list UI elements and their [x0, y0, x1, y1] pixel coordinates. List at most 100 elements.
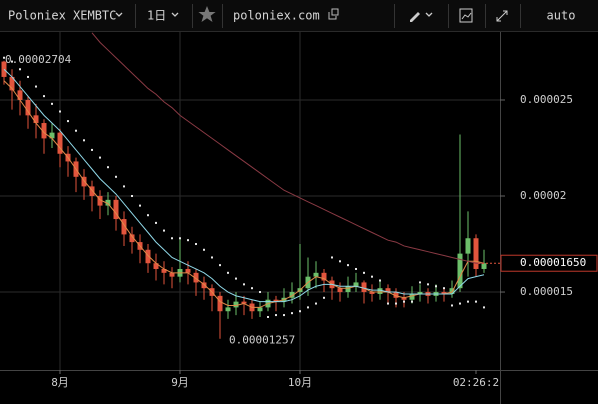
candle-body [393, 292, 399, 298]
candle-body [345, 286, 351, 293]
candle-body [441, 292, 447, 294]
dropdown-icon[interactable] [115, 12, 123, 17]
sar-dot [219, 264, 221, 267]
candle-body [9, 76, 15, 91]
sar-dot [275, 314, 277, 317]
y-tick-label: 0.00002 [520, 189, 566, 202]
sar-dot [163, 229, 165, 232]
candle-body [153, 263, 159, 269]
last-price-box [500, 254, 598, 272]
scale-mode[interactable]: auto [547, 9, 576, 23]
sar-dot [115, 175, 117, 178]
favorite-icon[interactable] [198, 6, 216, 22]
sar-dot [11, 60, 13, 63]
sar-dot [411, 300, 413, 303]
sar-dot [323, 296, 325, 299]
candle-body [289, 292, 295, 298]
sar-dot [403, 300, 405, 303]
candle-body [409, 293, 415, 300]
candle-body [41, 123, 47, 139]
sar-dot [195, 243, 197, 246]
candle-body [417, 292, 423, 294]
site-link[interactable]: poloniex.com [233, 9, 320, 23]
sar-dot [123, 185, 125, 188]
candle-body [313, 272, 319, 277]
sar-dot [419, 281, 421, 284]
sar-dot [435, 285, 437, 288]
sar-dot [147, 214, 149, 217]
dropdown-icon[interactable] [425, 12, 433, 17]
candle-body [169, 272, 175, 277]
x-tick-label: 8月 [51, 376, 69, 389]
last-price-label: 0.00001650 [520, 256, 586, 269]
candle-body [201, 282, 207, 289]
sar-dot [235, 277, 237, 280]
x-tick-label: 02:26:2 [453, 376, 499, 389]
sar-dot [307, 306, 309, 309]
candle-body [25, 99, 31, 116]
candle-body [481, 263, 487, 269]
y-tick-label: 0.000025 [520, 93, 573, 106]
indicator-icon[interactable] [459, 8, 473, 23]
candle-body [337, 288, 343, 293]
x-tick-label: 9月 [171, 376, 189, 389]
sar-dot [227, 271, 229, 274]
sar-dot [331, 256, 333, 259]
sar-dot [475, 300, 477, 303]
sar-dot [339, 260, 341, 263]
candle-body [217, 295, 223, 312]
moving-average [3, 80, 485, 308]
sar-dot [43, 95, 45, 98]
candle-body [401, 297, 407, 300]
sar-dot [19, 68, 21, 71]
sar-dot [427, 283, 429, 286]
candle-body [129, 234, 135, 243]
sar-dot [315, 302, 317, 305]
sar-dot [259, 291, 261, 294]
candle-body [113, 199, 119, 220]
external-link-icon[interactable] [328, 8, 339, 20]
sar-dot [291, 312, 293, 315]
candle-body [353, 282, 359, 287]
sar-dot [59, 110, 61, 113]
candle-body [17, 90, 23, 100]
sar-dot [451, 304, 453, 307]
sar-dot [459, 302, 461, 305]
x-tick-label: 10月 [288, 376, 312, 389]
candle-body [321, 272, 327, 281]
sar-dot [467, 300, 469, 303]
candle-body [185, 268, 191, 273]
sar-dot [83, 139, 85, 142]
sar-dot [67, 120, 69, 123]
candle-body [369, 292, 375, 294]
low-label: 0.00001257 [229, 334, 295, 347]
candle-body [273, 299, 279, 302]
sar-dot [131, 195, 133, 198]
sar-dot [395, 302, 397, 305]
sar-dot [347, 264, 349, 267]
sar-dot [283, 314, 285, 317]
fullscreen-icon[interactable] [496, 10, 508, 22]
candle-body [225, 307, 231, 312]
candle-body [33, 115, 39, 124]
candle-body [145, 249, 151, 264]
sar-dot [379, 279, 381, 282]
draw-icon[interactable] [410, 12, 420, 22]
sar-dot [251, 287, 253, 290]
dropdown-icon[interactable] [171, 12, 179, 17]
candle-body [193, 272, 199, 283]
sar-dot [91, 148, 93, 151]
candle-body [105, 199, 111, 206]
candle-body [473, 238, 479, 269]
symbol[interactable]: Poloniex XEMBTC [8, 9, 116, 23]
candle-body [57, 132, 63, 154]
candle-body [1, 61, 7, 77]
sar-dot [299, 310, 301, 313]
interval[interactable]: 1日 [147, 9, 166, 23]
sar-dot [171, 237, 173, 240]
sar-dot [107, 166, 109, 169]
candle-body [457, 253, 463, 289]
candle-body [89, 186, 95, 197]
sar-dot [99, 156, 101, 159]
